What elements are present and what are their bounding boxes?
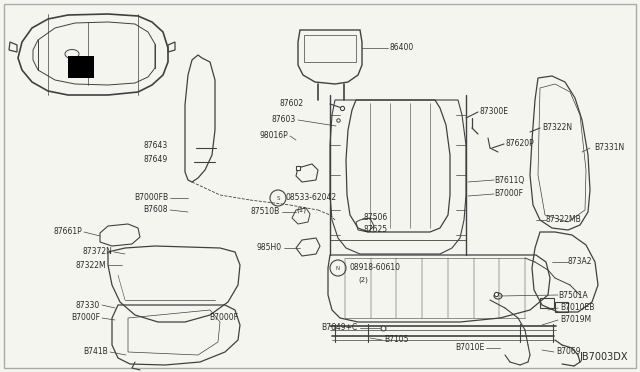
Text: 87643: 87643 (144, 141, 168, 150)
Text: 87372N: 87372N (82, 247, 112, 257)
Text: B7649+C: B7649+C (322, 324, 358, 333)
Text: B7000F: B7000F (209, 314, 238, 323)
Text: 87510B: 87510B (251, 208, 280, 217)
Text: 87322M: 87322M (76, 260, 106, 269)
Text: B7105: B7105 (384, 336, 408, 344)
Text: JB7003DX: JB7003DX (579, 352, 628, 362)
Text: B7019M: B7019M (560, 315, 591, 324)
Text: 87602: 87602 (280, 99, 304, 109)
Text: 87300E: 87300E (480, 108, 509, 116)
Text: B7069: B7069 (556, 347, 580, 356)
Text: 87322MB: 87322MB (546, 215, 582, 224)
Text: 87649: 87649 (144, 155, 168, 164)
Text: B7322N: B7322N (542, 124, 572, 132)
Text: 08918-60610: 08918-60610 (350, 263, 401, 273)
Text: S: S (276, 196, 280, 201)
Text: 86400: 86400 (390, 44, 414, 52)
Text: B741B: B741B (83, 347, 108, 356)
Text: N: N (336, 266, 340, 270)
Text: 87603: 87603 (272, 115, 296, 125)
Text: B7608: B7608 (143, 205, 168, 215)
Text: B7331N: B7331N (594, 144, 624, 153)
Text: 87620P: 87620P (506, 140, 535, 148)
Text: (1): (1) (296, 207, 306, 213)
Text: B7611Q: B7611Q (494, 176, 524, 185)
Text: 873A2: 873A2 (568, 257, 593, 266)
Text: B7000F: B7000F (71, 314, 100, 323)
Text: 98016P: 98016P (259, 131, 288, 141)
Text: B7000F: B7000F (494, 189, 523, 199)
Text: 87625: 87625 (364, 225, 388, 234)
Text: B7010EB: B7010EB (560, 304, 595, 312)
Text: B7000FB: B7000FB (134, 193, 168, 202)
Text: 08533-62042: 08533-62042 (286, 193, 337, 202)
Text: 87506: 87506 (364, 214, 388, 222)
Bar (68, 56, 94, 78)
Text: B7010E: B7010E (455, 343, 484, 353)
Text: 985H0: 985H0 (257, 244, 282, 253)
Text: 87330: 87330 (76, 301, 100, 310)
Text: 87661P: 87661P (53, 228, 82, 237)
Text: (2): (2) (358, 277, 368, 283)
Text: B7501A: B7501A (558, 291, 588, 299)
